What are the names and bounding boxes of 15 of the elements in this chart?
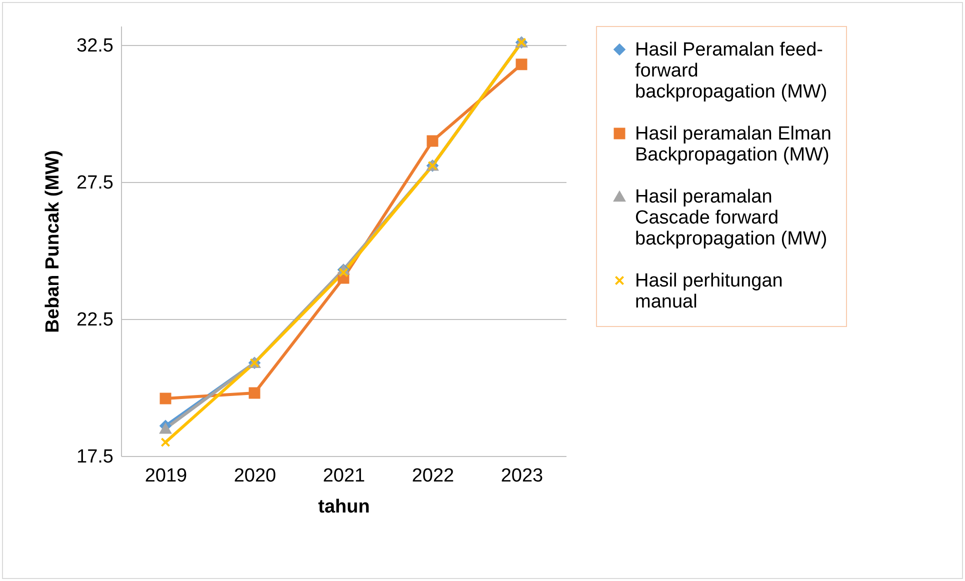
x-axis-title: tahun xyxy=(318,496,370,518)
legend-label: Hasil peramalan Cascade forward backpropagation (MW) xyxy=(635,186,828,250)
y-tick-label: 32.5 xyxy=(76,36,114,57)
x-tick-label: 2019 xyxy=(144,466,188,486)
legend-label: Hasil Peramalan feed-forward backpropagation (MW) xyxy=(635,40,828,102)
legend-label: Hasil peramalan Elman Backpropagation (MW) xyxy=(635,124,832,166)
x-tick-label: 2020 xyxy=(234,466,276,486)
legend-label: Hasil perhitungan manual xyxy=(635,270,783,312)
x-tick-label: 2021 xyxy=(322,466,366,486)
x-tick-label: 2022 xyxy=(412,466,454,486)
x-tick-label: 2023 xyxy=(500,466,544,486)
y-tick-label: 27.5 xyxy=(76,172,114,194)
y-tick-label: 17.5 xyxy=(76,446,114,468)
y-tick-label: 22.5 xyxy=(76,310,114,331)
y-axis-title: Beban Puncak (MW) xyxy=(42,150,64,333)
